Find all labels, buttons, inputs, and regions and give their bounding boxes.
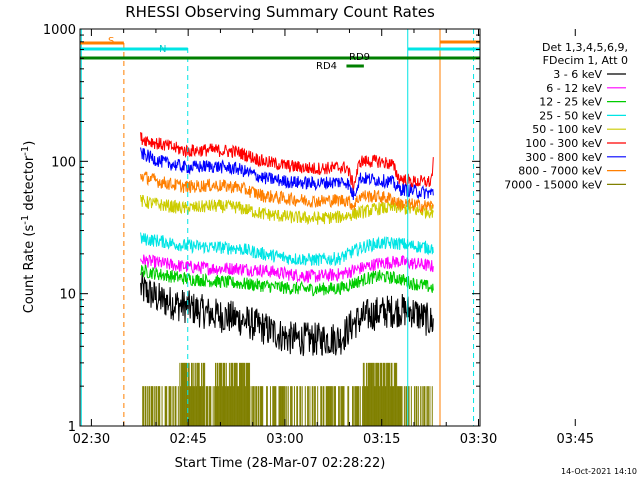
legend-entry-label: 300 - 800 keV [525, 151, 602, 164]
legend-header-line: Det 1,3,4,5,6,9, [542, 41, 628, 54]
legend-header-line: FDecim 1, Att 0 [543, 54, 628, 67]
axis-layer: 02:3002:4503:0003:1503:3003:4504:0011010… [43, 23, 594, 447]
series-line [140, 171, 434, 213]
legend-entry-label: 7000 - 15000 keV [504, 178, 602, 191]
series-line [140, 132, 434, 192]
mode-label-n: N [159, 44, 166, 55]
y-label-part2: detector [22, 155, 37, 215]
y-tick-label: 10 [59, 288, 76, 303]
series-layer [140, 132, 434, 426]
y-label-sup1: -1 [20, 215, 31, 225]
plot-frame [79, 28, 481, 427]
series-line [140, 264, 434, 297]
series-line [140, 272, 434, 357]
series-line [140, 232, 434, 267]
legend-entry-label: 25 - 50 keV [539, 109, 602, 122]
y-axis-label: Count Rate (s-1 detector-1) [20, 141, 37, 314]
legend-entry-label: 50 - 100 keV [532, 123, 602, 136]
legend-entry-label: 12 - 25 keV [539, 96, 602, 109]
legend-entry-label: 3 - 6 keV [553, 68, 602, 81]
legend-entry-label: 100 - 300 keV [525, 137, 602, 150]
x-tick-label: 03:15 [363, 432, 400, 447]
series-line [140, 147, 434, 201]
legend: Det 1,3,4,5,6,9,FDecim 1, Att 03 - 6 keV… [504, 41, 628, 191]
x-tick-label: 03:45 [557, 432, 594, 447]
series-line [140, 194, 434, 226]
timestamp-text: 14-Oct-2021 14:10 [561, 467, 637, 476]
x-tick-label: 03:00 [266, 432, 303, 447]
legend-entry-label: 6 - 12 keV [546, 82, 602, 95]
mode-label-rd9: RD9 [349, 52, 370, 63]
y-label-part1: Count Rate (s [22, 225, 37, 314]
y-tick-label: 100 [51, 155, 76, 170]
y-label-sup2: -1 [20, 146, 31, 156]
x-tick-label: 02:30 [73, 432, 110, 447]
x-tick-label: 02:45 [169, 432, 206, 447]
mode-label-rd4: RD4 [316, 61, 337, 72]
marker-layer: S N RD4 RD9 [80, 29, 480, 426]
x-axis-label: Start Time (28-Mar-07 02:28:22) [175, 456, 386, 471]
y-tick-label: 1000 [43, 23, 76, 38]
y-tick-label: 1 [68, 420, 76, 435]
series-line [140, 254, 434, 284]
y-label-part3: ) [22, 141, 37, 146]
mode-label-s: S [108, 36, 114, 47]
chart-title: RHESSI Observing Summary Count Rates [125, 3, 435, 21]
x-tick-label: 03:30 [460, 432, 497, 447]
legend-entry-label: 800 - 7000 keV [518, 165, 602, 178]
